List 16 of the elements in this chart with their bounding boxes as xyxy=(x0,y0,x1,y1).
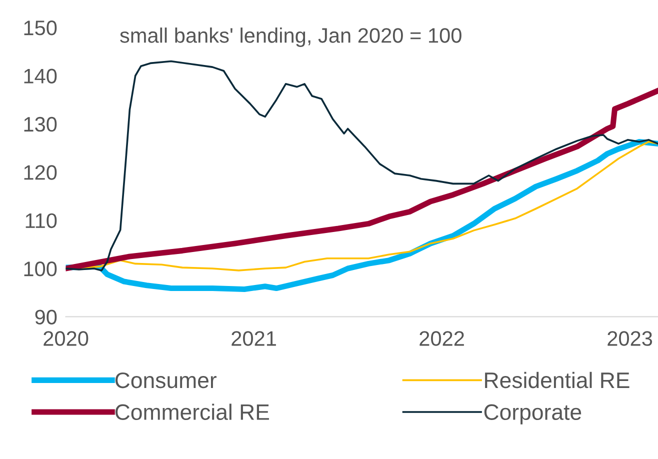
y-tick-label: 130 xyxy=(24,116,57,132)
y-tick-label: 90 xyxy=(35,310,57,324)
y-tick-label: 120 xyxy=(24,165,57,180)
x-tick-label: 2023 xyxy=(608,331,652,346)
y-tick-label: 140 xyxy=(24,68,57,84)
x-tick-label: 2020 xyxy=(44,331,88,346)
legend-label: Residential RE xyxy=(485,372,630,388)
y-tick-label: 100 xyxy=(24,262,57,276)
chart-title: small banks' lending, Jan 2020 = 100 xyxy=(120,28,462,47)
legend-label: Consumer xyxy=(115,372,216,388)
y-tick-label: 110 xyxy=(26,213,57,228)
x-tick-label: 2022 xyxy=(420,331,464,346)
y-tick-label: 150 xyxy=(24,20,57,36)
legend-label: Corporate xyxy=(484,404,582,424)
x-tick-label: 2021 xyxy=(232,331,276,346)
legend-label: Commercial RE xyxy=(115,404,269,420)
